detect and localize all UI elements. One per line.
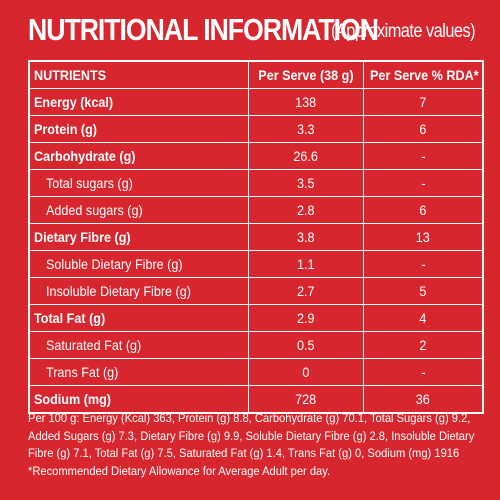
row-per-serve: 728 xyxy=(248,385,364,414)
row-rda: 6 xyxy=(363,115,484,143)
header-rda: Per Serve % RDA* xyxy=(363,60,484,89)
footnote-line: Added Sugars (g) 7.3, Dietary Fibre (g) … xyxy=(28,428,475,443)
row-name: Added sugars (g) xyxy=(28,196,249,224)
title-subtitle: (Approximate values) xyxy=(331,21,476,42)
row-rda: 4 xyxy=(363,304,484,332)
row-rda: 13 xyxy=(363,223,484,251)
row-per-serve: 3.5 xyxy=(248,169,364,197)
row-rda: - xyxy=(363,358,484,386)
row-per-serve: 2.7 xyxy=(248,277,364,305)
row-rda: 36 xyxy=(363,385,484,414)
table-row: Protein (g) 3.3 6 xyxy=(28,115,484,143)
table-row: Insoluble Dietary Fibre (g) 2.7 5 xyxy=(28,277,484,305)
row-per-serve: 2.8 xyxy=(248,196,364,224)
row-name: Total sugars (g) xyxy=(28,169,249,197)
footnote-line: Fibre (g) 7.1, Total Fat (g) 7.5, Satura… xyxy=(28,446,460,460)
row-name: Dietary Fibre (g) xyxy=(28,223,249,251)
row-name: Saturated Fat (g) xyxy=(28,331,249,359)
row-name: Sodium (mg) xyxy=(28,385,249,414)
row-name: Soluble Dietary Fibre (g) xyxy=(28,250,249,278)
title-main: NUTRITIONAL INFORMATION xyxy=(28,12,379,47)
row-rda: 2 xyxy=(363,331,484,359)
footnote-rda-note: *Recommended Dietary Allowance for Avera… xyxy=(28,463,331,478)
row-rda: 6 xyxy=(363,196,484,224)
nutrition-title: NUTRITIONAL INFORMATION (Approximate val… xyxy=(28,12,476,48)
table-row: Total sugars (g) 3.5 - xyxy=(28,169,484,197)
table-row: Sodium (mg) 728 36 xyxy=(28,385,484,414)
row-rda: - xyxy=(363,142,484,170)
row-rda: - xyxy=(363,250,484,278)
row-per-serve: 26.6 xyxy=(248,142,364,170)
table-row: Total Fat (g) 2.9 4 xyxy=(28,304,484,332)
row-name: Energy (kcal) xyxy=(28,88,249,116)
row-name: Total Fat (g) xyxy=(28,304,249,332)
row-per-serve: 0 xyxy=(248,358,364,386)
table-row: Saturated Fat (g) 0.5 2 xyxy=(28,331,484,359)
table-row: Energy (kcal) 138 7 xyxy=(28,88,484,116)
row-per-serve: 1.1 xyxy=(248,250,364,278)
row-per-serve: 0.5 xyxy=(248,331,364,359)
header-nutrients: NUTRIENTS xyxy=(28,60,249,89)
row-per-serve: 138 xyxy=(248,88,364,116)
row-per-serve: 3.8 xyxy=(248,223,364,251)
row-rda: - xyxy=(363,169,484,197)
footnote-line: Per 100 g: Energy (Kcal) 363, Protein (g… xyxy=(28,411,471,425)
row-per-serve: 3.3 xyxy=(248,115,364,143)
row-name: Trans Fat (g) xyxy=(28,358,249,386)
header-per-serve: Per Serve (38 g) xyxy=(248,60,364,89)
row-per-serve: 2.9 xyxy=(248,304,364,332)
table-row: Soluble Dietary Fibre (g) 1.1 - xyxy=(28,250,484,278)
row-name: Carbohydrate (g) xyxy=(28,142,249,170)
row-rda: 7 xyxy=(363,88,484,116)
table-header-row: NUTRIENTS Per Serve (38 g) Per Serve % R… xyxy=(28,60,484,89)
row-rda: 5 xyxy=(363,277,484,305)
table-row: Trans Fat (g) 0 - xyxy=(28,358,484,386)
row-name: Insoluble Dietary Fibre (g) xyxy=(28,277,249,305)
table-row: Dietary Fibre (g) 3.8 13 xyxy=(28,223,484,251)
table-row: Added sugars (g) 2.8 6 xyxy=(28,196,484,224)
footnote: Per 100 g: Energy (Kcal) 363, Protein (g… xyxy=(28,410,480,480)
row-name: Protein (g) xyxy=(28,115,249,143)
table-row: Carbohydrate (g) 26.6 - xyxy=(28,142,484,170)
nutrition-table: NUTRIENTS Per Serve (38 g) Per Serve % R… xyxy=(28,60,484,414)
